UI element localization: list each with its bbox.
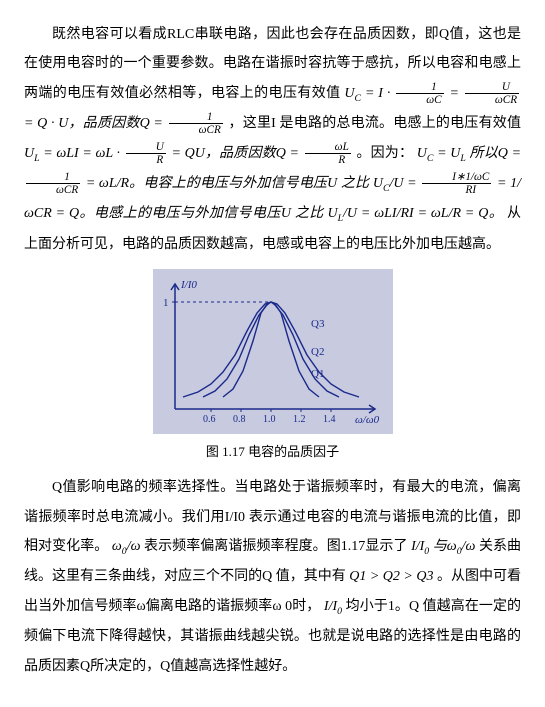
fraction: I∗1/ωCRI	[422, 171, 491, 197]
eq: UL/U = ωLI/RI = ωL/R = Q。	[327, 206, 503, 221]
eq: UL = ωLI = ωL ·	[24, 146, 124, 161]
svg-text:Q2: Q2	[311, 346, 324, 358]
fraction: ωLR	[305, 141, 351, 167]
fraction: 1ωC	[396, 81, 443, 107]
eq: UC = I ·	[344, 86, 394, 101]
fraction: 1ωCR	[169, 111, 223, 137]
fraction: UR	[126, 141, 166, 167]
figure-1-17: I/I0 ω/ω0 1 0.6 0.8 1.0 1.2 1.4 Q3 Q2 Q1 图 1.17 电容…	[24, 269, 521, 465]
text: ，这里I 是电路的总电流。电感上的电压有效值	[229, 116, 521, 131]
text: 。因为：	[356, 146, 413, 161]
eq: I/I0 与ω0/ω	[411, 539, 475, 554]
svg-text:Q1: Q1	[311, 368, 324, 380]
svg-text:ω/ω0: ω/ω0	[355, 414, 380, 426]
svg-text:1.2: 1.2	[293, 414, 306, 425]
resonance-chart: I/I0 ω/ω0 1 0.6 0.8 1.0 1.2 1.4 Q3 Q2 Q1	[153, 269, 393, 434]
eq: UC = UL 所以Q =	[417, 146, 521, 161]
text: 表示频率偏离谐振频率程度。图1.17显示了	[144, 539, 407, 554]
figure-caption: 图 1.17 电容的品质因子	[24, 438, 521, 465]
fraction: 1ωCR	[26, 171, 80, 197]
text: 既然电容可以看成RLC串联电路，因此也会存在品质因数，即Q值，这也是在使用电容时…	[24, 27, 521, 101]
paragraph-1: 既然电容可以看成RLC串联电路，因此也会存在品质因数，即Q值，这也是在使用电容时…	[24, 20, 521, 259]
fraction: UωCR	[465, 81, 519, 107]
svg-text:0.8: 0.8	[233, 414, 246, 425]
svg-text:1.0: 1.0	[263, 414, 276, 425]
eq: I/I0	[324, 599, 342, 614]
eq: UC/U =	[373, 176, 420, 191]
svg-text:I/I0: I/I0	[180, 279, 197, 291]
paragraph-2: Q值影响电路的频率选择性。当电路处于谐振频率时，有最大的电流，偏离谐振频率时总电…	[24, 473, 521, 681]
svg-text:1: 1	[163, 297, 169, 309]
svg-text:0.6: 0.6	[203, 414, 216, 425]
svg-text:Q3: Q3	[311, 318, 325, 330]
svg-text:1.4: 1.4	[323, 414, 336, 425]
eq: Q1 > Q2 > Q3	[349, 569, 433, 584]
eq: ω0/ω	[112, 539, 141, 554]
